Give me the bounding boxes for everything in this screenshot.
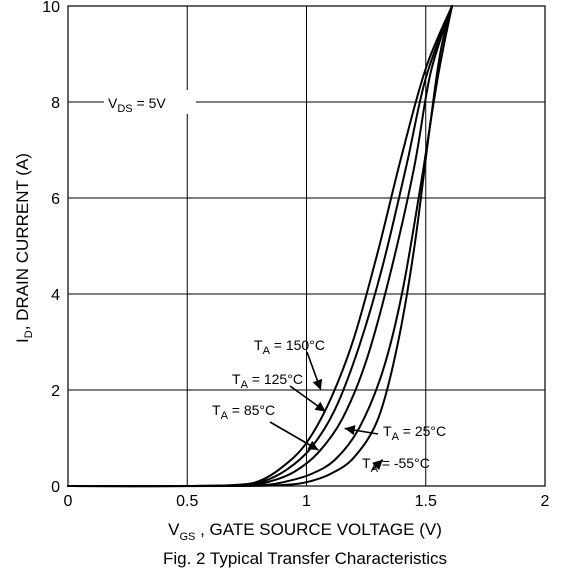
temp-label-arrowhead	[372, 459, 383, 471]
temp-label-arrowhead	[312, 378, 323, 390]
temp-label-2: TA = 85°C	[212, 402, 275, 422]
y-tick-label: 0	[51, 479, 60, 496]
tick-labels: 0 0.5 1 1.5 2 0 2 4 6 8 10	[42, 0, 549, 510]
temp-label-rest: = 150°C	[270, 337, 325, 353]
grid	[67, 5, 546, 487]
temp-label-4: TA = -55°C	[362, 455, 430, 475]
x-axis-label-sub: GS	[179, 531, 195, 543]
x-tick-label: 1	[302, 493, 311, 510]
temp-label-rest: = 125°C	[248, 371, 303, 387]
y-axis-label-sub: D	[23, 330, 35, 338]
x-tick-label: 0.5	[176, 493, 198, 510]
y-axis-label: ID, DRAIN CURRENT (A)	[13, 153, 35, 343]
temp-label-main: T	[232, 371, 241, 387]
y-tick-label: 6	[51, 191, 60, 208]
condition-label-bg	[104, 90, 196, 114]
temp-label-arrowhead	[344, 425, 356, 435]
temp-label-3: TA = 25°C	[383, 423, 446, 443]
temp-label-sub: A	[371, 463, 379, 475]
x-axis-label: VGS , GATE SOURCE VOLTAGE (V)	[168, 520, 442, 543]
temp-label-main: T	[212, 402, 221, 418]
temp-label-rest: = 25°C	[399, 423, 446, 439]
temp-label-main: T	[254, 337, 263, 353]
temp-label-sub: A	[241, 379, 249, 391]
temp-label-sub: A	[263, 345, 271, 357]
temp-label-rest: = 85°C	[228, 402, 275, 418]
temp-label-main: T	[362, 455, 371, 471]
temp-label-rest: = -55°C	[378, 455, 430, 471]
condition-label-rest: = 5V	[133, 95, 167, 111]
temp-label-0: TA = 150°C	[254, 337, 325, 357]
condition-label-sub: DS	[117, 103, 132, 115]
y-tick-label: 4	[51, 287, 60, 304]
temp-label-main: T	[383, 423, 392, 439]
chart-title: Fig. 2 Typical Transfer Characteristics	[163, 549, 447, 568]
y-tick-label: 8	[51, 95, 60, 112]
y-tick-label: 2	[51, 383, 60, 400]
x-tick-label: 1.5	[415, 493, 437, 510]
y-axis-label-rest: , DRAIN CURRENT (A)	[13, 153, 32, 330]
x-axis-label-main: V	[168, 520, 180, 539]
y-tick-label: 10	[42, 0, 60, 16]
x-tick-label: 0	[64, 493, 73, 510]
y-axis-label-main: I	[13, 338, 32, 343]
condition-label-main: V	[108, 95, 118, 111]
condition-label: VDS = 5V	[108, 95, 166, 115]
x-axis-label-rest: , GATE SOURCE VOLTAGE (V)	[195, 520, 442, 539]
temp-label-arrowhead	[314, 401, 326, 412]
temp-label-1: TA = 125°C	[232, 371, 303, 391]
temp-label-arrowhead	[307, 440, 319, 450]
temp-label-sub: A	[221, 410, 229, 422]
x-tick-label: 2	[541, 493, 550, 510]
temp-label-sub: A	[392, 431, 400, 443]
plot-frame	[67, 5, 546, 487]
